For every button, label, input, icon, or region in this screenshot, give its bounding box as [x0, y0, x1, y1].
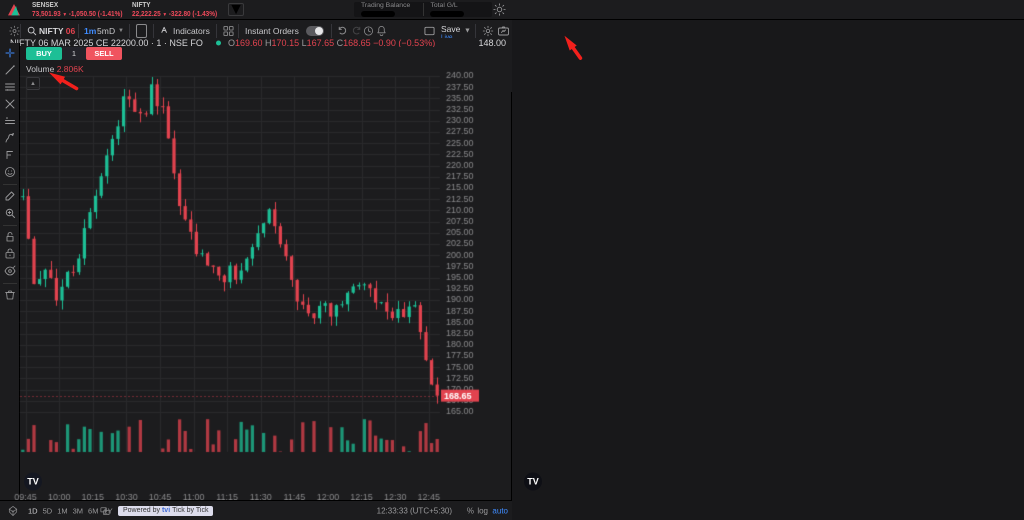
svg-text:TV: TV [527, 477, 539, 487]
